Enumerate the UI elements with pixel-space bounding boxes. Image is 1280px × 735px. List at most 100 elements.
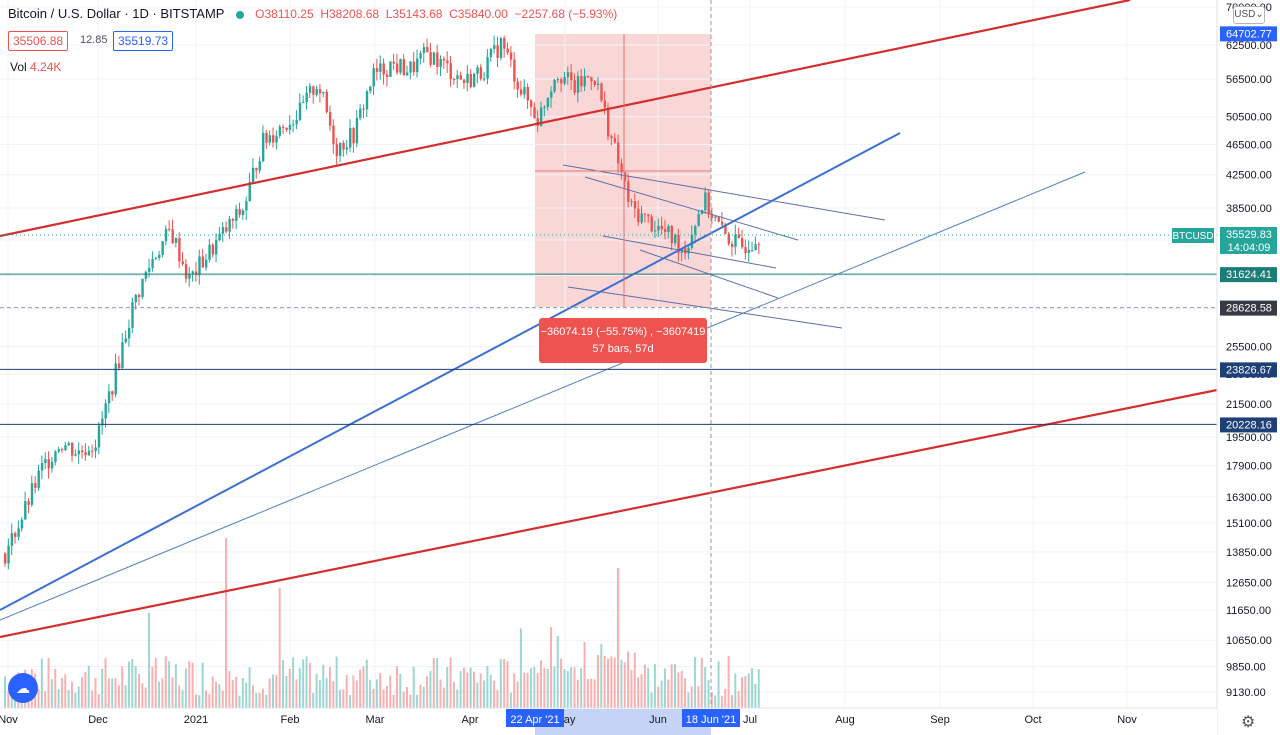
candle-body: [71, 443, 74, 456]
volume-bar: [215, 681, 218, 708]
candle-body: [121, 342, 124, 368]
volume-bar: [627, 651, 630, 708]
candle-body: [429, 52, 432, 65]
candle-body: [168, 228, 171, 230]
volume-bar: [278, 588, 281, 708]
candle-body: [282, 126, 285, 128]
candle-body: [372, 68, 375, 87]
volume-bar: [489, 674, 492, 708]
volume-bar: [57, 689, 60, 708]
volume-bar: [134, 666, 137, 708]
volume-bar: [442, 687, 445, 708]
volume-bar: [519, 628, 522, 708]
candle-body: [519, 89, 523, 95]
volume-bar: [255, 692, 258, 708]
candle-body: [399, 59, 402, 73]
candle-body: [178, 238, 181, 262]
volume-bar: [389, 675, 392, 708]
ohlc-values: O38110.25 H38208.68 L35143.68 C35840.00 …: [255, 7, 617, 21]
candle-body: [717, 216, 720, 222]
volume-bar: [339, 689, 341, 708]
candle-body: [37, 470, 40, 488]
candle-body: [590, 77, 593, 82]
volume-bar: [657, 686, 660, 708]
candle-body: [600, 83, 603, 101]
volume-bar: [610, 656, 613, 708]
ohlc-low: L35143.68: [385, 7, 443, 21]
volume-bar: [419, 684, 422, 708]
volume-label: Vol: [10, 60, 27, 74]
candle-body: [77, 450, 81, 455]
channel-line: [584, 176, 799, 241]
time-tick-label: 2021: [184, 714, 208, 726]
volume-bar: [439, 679, 442, 708]
candle-body: [737, 234, 741, 239]
candle-body: [573, 80, 576, 93]
candle-body: [419, 53, 422, 59]
volume-bar: [660, 680, 663, 708]
candle-body: [422, 47, 426, 54]
candle-body: [84, 452, 87, 456]
candle-body: [637, 208, 640, 223]
volume-bar: [633, 652, 636, 708]
candle-body: [630, 201, 633, 203]
buy-price-button[interactable]: 35519.73: [113, 31, 174, 51]
volume-bar: [553, 666, 556, 708]
volume-bar: [643, 664, 646, 708]
candle-body: [620, 163, 623, 173]
volume-bar: [449, 657, 452, 708]
volume-bar: [258, 692, 261, 708]
candle-body: [342, 142, 345, 150]
volume-bar: [483, 680, 486, 708]
volume-bar: [724, 688, 727, 708]
candle-body: [161, 241, 164, 255]
volume-bar: [315, 673, 318, 708]
candle-body: [456, 75, 459, 80]
volume-bar: [181, 689, 184, 708]
volume-bar: [161, 678, 164, 708]
volume-bar: [261, 688, 264, 708]
volume-bar: [198, 695, 201, 708]
volume-bar: [543, 667, 546, 708]
volume-bar: [560, 658, 563, 708]
candle-body: [663, 229, 667, 232]
candle-body: [322, 91, 325, 94]
volume-bar: [426, 676, 429, 708]
tradingview-logo-icon[interactable]: ☁: [8, 673, 38, 703]
candle-body: [312, 86, 315, 95]
candle-body: [198, 256, 201, 276]
candle-body: [30, 483, 34, 505]
candle-body: [623, 172, 627, 182]
volume-bar: [114, 677, 117, 708]
volume-bar: [238, 695, 241, 708]
measure-tooltip-box: [539, 318, 707, 363]
gear-icon[interactable]: ⚙: [1241, 714, 1256, 731]
volume-bar: [737, 691, 740, 708]
candle-body: [365, 91, 369, 110]
volume-value: 4.24K: [30, 60, 62, 74]
sell-price-button[interactable]: 35506.88: [8, 31, 69, 51]
volume-bar: [446, 667, 449, 708]
volume-bar: [751, 668, 754, 708]
volume-bar: [757, 669, 760, 708]
volume-bar: [506, 661, 509, 708]
candle-body: [60, 449, 64, 451]
volume-bar: [168, 661, 171, 708]
candle-body: [486, 57, 489, 79]
candle-body: [228, 218, 231, 232]
candle-body: [409, 61, 412, 73]
symbol-title[interactable]: Bitcoin / U.S. Dollar · 1D · BITSTAMP: [8, 6, 225, 21]
candle-body: [439, 58, 442, 67]
volume-bar: [493, 680, 496, 708]
candle-body: [580, 75, 583, 87]
candle-body: [627, 181, 630, 202]
volume-bar: [593, 679, 596, 708]
currency-select[interactable]: USD⌄: [1233, 6, 1265, 24]
volume-bar: [469, 667, 472, 708]
candle-body: [248, 182, 251, 202]
volume-bar: [158, 681, 161, 708]
volume-bar: [241, 677, 244, 708]
volume-bar: [744, 676, 747, 708]
candle-body: [7, 545, 10, 564]
